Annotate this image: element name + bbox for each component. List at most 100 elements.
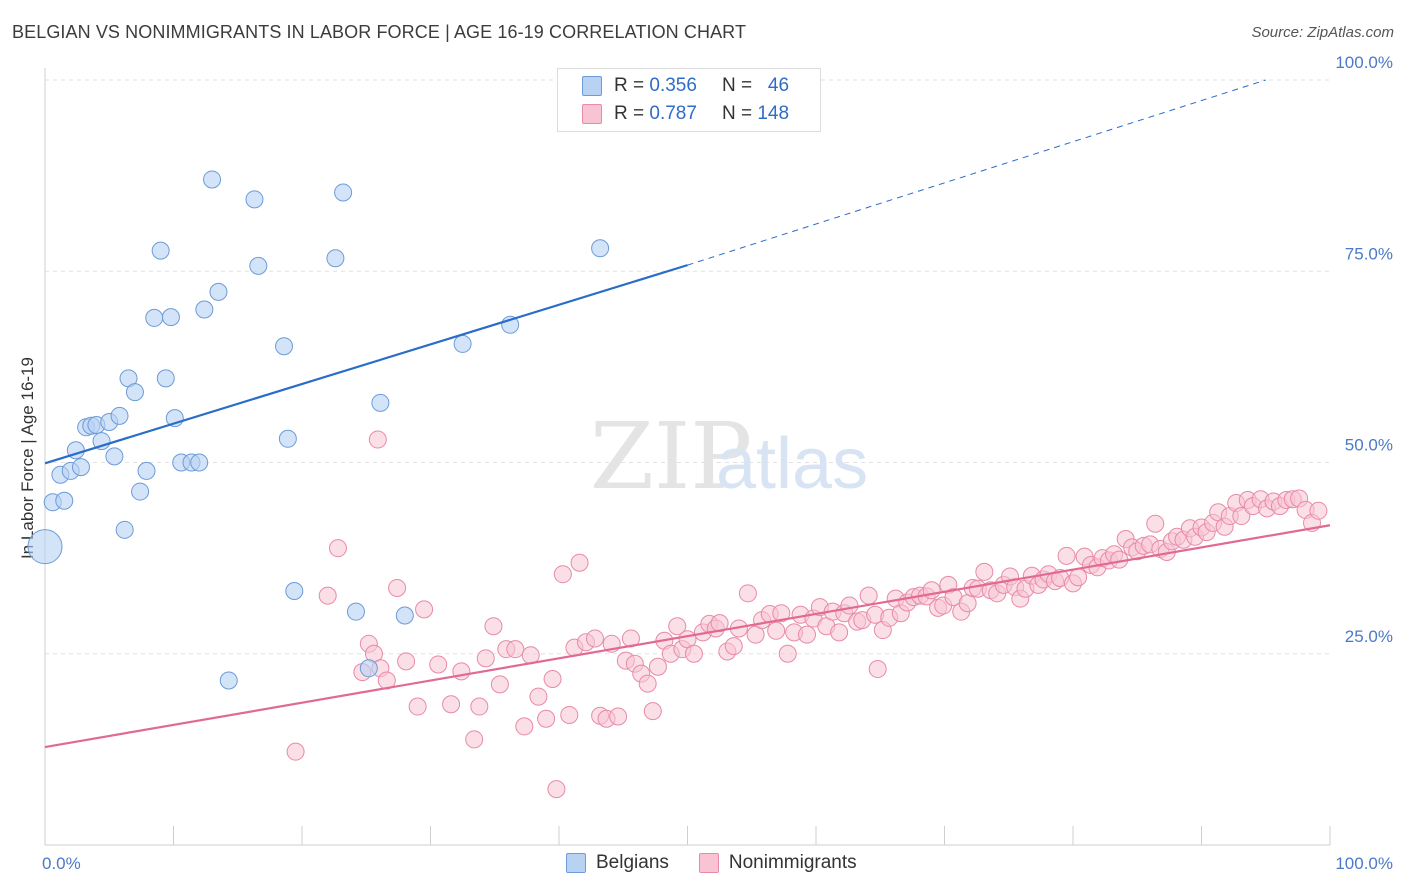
nonimmigrants-point xyxy=(859,586,878,605)
belgians-trend-line xyxy=(44,264,688,465)
belgians-point xyxy=(203,170,222,189)
nonimmigrants-point xyxy=(408,697,427,716)
nonimmigrants-point xyxy=(609,707,628,726)
correlation-legend: R = 0.356 N = 46 R = 0.787 N = 148 xyxy=(557,68,821,132)
nonimmigrants-point xyxy=(397,652,416,671)
n-value: 46 xyxy=(767,75,790,96)
belgians-point xyxy=(395,606,414,625)
belgians-legend-swatch xyxy=(566,853,586,873)
belgians-point xyxy=(110,406,129,425)
belgians-point xyxy=(125,383,144,402)
belgians-point xyxy=(145,308,164,327)
legend-label-belgians: Belgians xyxy=(596,852,669,873)
axes xyxy=(44,68,1331,846)
nonimmigrants-point xyxy=(975,562,994,581)
y-tick-label: 75.0% xyxy=(1345,244,1393,263)
nonimmigrants-point xyxy=(388,578,407,597)
nonimmigrants-point xyxy=(830,623,849,642)
belgians-trend-extension xyxy=(687,79,1266,266)
belgians-point xyxy=(219,671,238,690)
y-tick-label: 100.0% xyxy=(1335,53,1393,72)
nonimmigrants-point xyxy=(465,730,484,749)
nonimmigrants-point xyxy=(684,644,703,663)
nonimmigrants-point xyxy=(529,687,548,706)
grid-lines xyxy=(45,79,1330,655)
nonimmigrants-point xyxy=(429,655,448,674)
belgians-point xyxy=(249,256,268,275)
belgians-point xyxy=(453,334,472,353)
belgians-point xyxy=(161,308,180,327)
belgians-point xyxy=(285,582,304,601)
nonimmigrants-point xyxy=(1309,501,1328,520)
nonimmigrants-point xyxy=(484,617,503,636)
n-label: N = xyxy=(721,75,753,96)
nonimmigrants-point xyxy=(506,640,525,659)
nonimmigrants-point xyxy=(537,709,556,728)
watermark-zip: ZIP xyxy=(590,403,752,510)
nonimmigrants-point xyxy=(585,629,604,648)
belgians-point xyxy=(131,482,150,501)
watermark-atlas: atlas xyxy=(716,424,868,504)
belgians-point xyxy=(156,369,175,388)
nonimmigrants-point xyxy=(515,717,534,736)
nonimmigrants-point xyxy=(1146,514,1165,533)
nonimmigrants-point xyxy=(442,695,461,714)
nonimmigrants-point xyxy=(543,669,562,688)
belgians-point xyxy=(359,659,378,678)
nonimmigrants-point xyxy=(840,596,859,615)
chart-title: BELGIAN VS NONIMMIGRANTS IN LABOR FORCE … xyxy=(12,22,747,42)
nonimmigrants-swatch xyxy=(582,104,602,124)
y-tick-label: 50.0% xyxy=(1345,436,1393,455)
nonimmigrants-points xyxy=(286,430,1328,799)
nonimmigrants-point xyxy=(318,586,337,605)
nonimmigrants-point xyxy=(958,594,977,613)
belgians-point xyxy=(55,491,74,510)
y-tick-label: 25.0% xyxy=(1345,627,1393,646)
nonimmigrants-point xyxy=(328,539,347,558)
legend-item-nonimmigrants: Nonimmigrants xyxy=(698,852,857,874)
nonimmigrants-point xyxy=(476,649,495,668)
belgians-point xyxy=(346,602,365,621)
nonimmigrants-point xyxy=(643,702,662,721)
belgians-point xyxy=(371,393,390,412)
series-legend: Belgians Nonimmigrants xyxy=(566,852,887,874)
nonimmigrants-point xyxy=(415,600,434,619)
legend-label-nonimmigrants: Nonimmigrants xyxy=(728,852,857,873)
nonimmigrants-point xyxy=(1232,507,1251,526)
nonimmigrants-point xyxy=(668,617,687,636)
belgians-point xyxy=(195,300,214,319)
nonimmigrants-point xyxy=(648,657,667,676)
belgians-point xyxy=(209,282,228,301)
nonimmigrants-point xyxy=(368,430,387,449)
nonimmigrants-point xyxy=(724,637,743,656)
belgians-point xyxy=(326,249,345,268)
belgians-point xyxy=(245,190,264,209)
nonimmigrants-point xyxy=(1057,546,1076,565)
n-label: N = xyxy=(721,103,753,124)
legend-row-belgians: R = 0.356 N = 46 xyxy=(582,74,789,98)
nonimmigrants-point xyxy=(1069,568,1088,587)
nonimmigrants-point xyxy=(767,621,786,640)
source-attribution: Source: ZipAtlas.com xyxy=(1251,24,1394,41)
nonimmigrants-point xyxy=(638,674,657,693)
nonimmigrants-trend-line xyxy=(44,524,1331,749)
nonimmigrants-point xyxy=(553,565,572,584)
nonimmigrants-point xyxy=(570,553,589,572)
n-value: 148 xyxy=(757,103,790,124)
belgians-point xyxy=(190,453,209,472)
nonimmigrants-point xyxy=(868,660,887,679)
r-label: R = xyxy=(614,103,645,124)
belgians-point xyxy=(591,239,610,258)
belgians-point xyxy=(334,183,353,202)
trend-lines xyxy=(44,79,1331,749)
belgians-point xyxy=(137,461,156,480)
nonimmigrants-point xyxy=(547,780,566,799)
nonimmigrants-point xyxy=(772,604,791,623)
r-label: R = xyxy=(614,75,645,96)
belgians-points xyxy=(27,71,683,690)
belgians-point xyxy=(151,241,170,260)
belgians-point xyxy=(115,520,134,539)
nonimmigrants-point xyxy=(470,697,489,716)
belgians-point xyxy=(71,458,90,477)
